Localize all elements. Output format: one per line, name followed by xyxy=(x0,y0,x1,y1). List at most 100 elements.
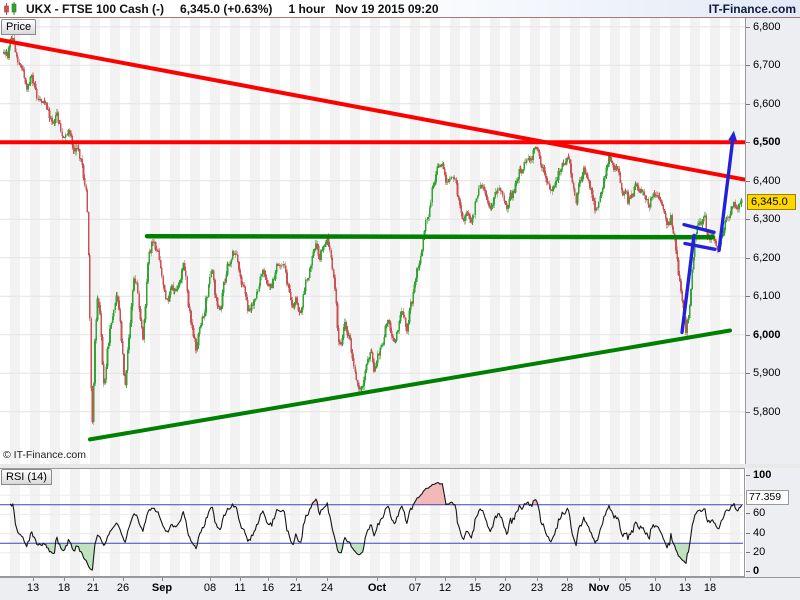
date-axis-label: 26 xyxy=(116,582,130,594)
price-axis[interactable]: 6,345.0 6,800 6,700 6,600 6,500 6,400 6,300 6,… xyxy=(746,18,800,464)
price-axis-tick xyxy=(746,65,750,67)
date-axis-label: 24 xyxy=(320,582,334,594)
watermark: © IT-Finance.com xyxy=(3,449,87,461)
date-axis-tick xyxy=(710,578,711,581)
price-axis-label: 6,400 xyxy=(753,174,781,187)
price-axis-tick xyxy=(746,257,750,259)
date-axis-tick xyxy=(685,578,686,581)
price-axis-label: 5,800 xyxy=(753,405,781,418)
rsi-line xyxy=(9,482,743,571)
price-axis-tick xyxy=(746,142,750,144)
rsi-axis-label: 60 xyxy=(753,507,766,520)
date-axis-label: 15 xyxy=(468,582,482,594)
date-axis[interactable]: 13 18 21 26 Sep 08 11 16 21 24 Oct 07 12 15 20 23 28 Nov 0… xyxy=(0,577,800,600)
date-axis-label: 20 xyxy=(498,582,512,594)
date-axis-label: 10 xyxy=(648,582,662,594)
blue-annotations-layer[interactable] xyxy=(680,130,738,335)
rsi-axis-tick xyxy=(746,532,750,534)
price-axis-label: 5,900 xyxy=(753,367,781,380)
current-rsi-flag: 77.359 xyxy=(746,490,789,505)
price-axis-label: 6,100 xyxy=(753,290,781,303)
date-axis-label: Nov xyxy=(588,582,610,594)
date-axis-tick xyxy=(123,578,124,581)
date-axis-label: 13 xyxy=(678,582,692,594)
date-axis-label: 21 xyxy=(86,582,100,594)
date-axis-label: Oct xyxy=(367,582,387,594)
trendline-range-top-horizontal[interactable] xyxy=(144,233,716,240)
trendline-impulse-2[interactable] xyxy=(717,130,738,253)
date-axis-tick xyxy=(377,578,378,581)
date-axis-label: 08 xyxy=(203,582,217,594)
rsi-axis-tick xyxy=(746,551,750,553)
date-axis-tick xyxy=(655,578,656,581)
tab-rsi[interactable]: RSI (14) xyxy=(1,469,52,485)
rsi-axis-tick xyxy=(746,513,750,515)
price-axis-label: 6,800 xyxy=(753,20,781,33)
trendline-flag-bottom[interactable] xyxy=(683,241,717,252)
date-axis-tick xyxy=(64,578,65,581)
title-bar: UKX - FTSE 100 Cash (-) 6,345.0 (+0.63%)… xyxy=(0,0,800,18)
rsi-axis-label: 0 xyxy=(753,565,760,577)
rsi-indicator-panel[interactable] xyxy=(0,468,745,577)
date-axis-tick xyxy=(625,578,626,581)
date-axis-label: Sep xyxy=(151,582,173,594)
price-axis-tick xyxy=(746,26,750,28)
brand-label: IT-Finance.com xyxy=(708,1,796,16)
date-axis-tick xyxy=(537,578,538,581)
price-axis-tick xyxy=(746,219,750,221)
price-axis-label: 6,300 xyxy=(753,213,781,226)
price-axis-label: 6,600 xyxy=(753,97,781,110)
rsi-oversold-fill xyxy=(10,543,742,570)
date-axis-tick xyxy=(93,578,94,581)
candles-layer xyxy=(3,34,743,426)
price-chart-panel[interactable] xyxy=(0,18,746,465)
panel-splitter[interactable] xyxy=(0,464,800,468)
date-axis-label: 07 xyxy=(408,582,422,594)
price-axis-tick xyxy=(746,103,750,105)
tab-price[interactable]: Price xyxy=(1,19,37,35)
timeframe-label: 1 hour xyxy=(288,1,326,16)
price-axis-label: 6,000 xyxy=(753,328,781,341)
date-axis-label: 28 xyxy=(560,582,574,594)
trendline-impulse-1[interactable] xyxy=(680,233,696,335)
date-axis-tick xyxy=(505,578,506,581)
rsi-overbought-fill xyxy=(10,482,742,505)
price-axis-label: 6,700 xyxy=(753,59,781,72)
price-chart-canvas[interactable] xyxy=(0,18,745,464)
trendline-support-ascending[interactable] xyxy=(88,328,732,442)
date-axis-tick xyxy=(33,578,34,581)
rsi-axis-label: 100 xyxy=(753,469,772,481)
rsi-chart-canvas[interactable] xyxy=(0,469,743,576)
date-axis-tick xyxy=(475,578,476,581)
price-axis-tick xyxy=(746,411,750,413)
rsi-axis[interactable]: 77.359 100 60 40 20 0 xyxy=(746,468,800,577)
date-axis-tick xyxy=(599,578,600,581)
rsi-gridlines xyxy=(0,494,743,554)
date-axis-label: 05 xyxy=(618,582,632,594)
price-axis-tick xyxy=(746,334,750,336)
date-axis-label: 16 xyxy=(261,582,275,594)
current-price-flag: 6,345.0 xyxy=(747,194,796,210)
date-axis-tick xyxy=(445,578,446,581)
date-axis-label: 11 xyxy=(234,582,246,594)
price-axis-label: 6,500 xyxy=(753,136,781,149)
date-axis-label: 18 xyxy=(57,582,71,594)
trendlines-layer[interactable] xyxy=(0,37,745,442)
date-axis-tick xyxy=(327,578,328,581)
rsi-axis-tick xyxy=(746,571,750,572)
trendline-flag-top[interactable] xyxy=(682,222,716,235)
date-axis-label: 18 xyxy=(703,582,717,594)
rsi-axis-tick xyxy=(746,475,750,476)
date-axis-tick xyxy=(567,578,568,581)
last-price-and-change: 6,345.0 (+0.63%) xyxy=(180,1,273,16)
date-axis-tick xyxy=(268,578,269,581)
rsi-axis-label: 20 xyxy=(753,545,766,558)
date-axis-label: 13 xyxy=(26,582,40,594)
symbol-title: UKX - FTSE 100 Cash (-) xyxy=(26,1,165,16)
candlestick-icon xyxy=(4,1,17,15)
price-axis-tick xyxy=(746,296,750,298)
price-axis-tick xyxy=(746,373,750,375)
trendline-resistance-descending[interactable] xyxy=(0,37,745,182)
date-axis-label: 21 xyxy=(289,582,303,594)
